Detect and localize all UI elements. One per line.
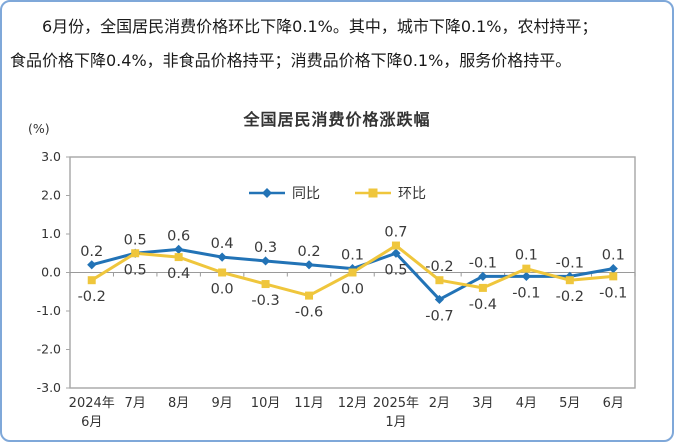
y-tick-label: 2.0 bbox=[41, 188, 61, 203]
data-point-square bbox=[131, 249, 140, 258]
legend-item-mom: 环比 bbox=[354, 183, 426, 203]
data-label: 0.5 bbox=[124, 262, 147, 278]
data-point-square bbox=[218, 268, 227, 277]
data-label: 0.2 bbox=[298, 244, 321, 260]
intro-paragraph: 6月份，全国居民消费价格环比下降0.1%。其中，城市下降0.1%，农村持平； 食… bbox=[10, 10, 664, 78]
data-label: 0.7 bbox=[384, 225, 407, 241]
data-point-diamond bbox=[521, 271, 531, 281]
data-label: 0.0 bbox=[341, 282, 364, 298]
data-point-square bbox=[609, 272, 618, 281]
data-label: -0.1 bbox=[469, 255, 497, 271]
y-tick-label: -2.0 bbox=[37, 342, 61, 357]
x-tick-label: 2月 bbox=[429, 396, 450, 411]
data-label: 0.3 bbox=[254, 240, 277, 256]
intro-line-2: 食品价格下降0.4%，非食品价格持平；消费品价格下降0.1%，服务价格持平。 bbox=[10, 51, 572, 70]
x-tick-label: 1月 bbox=[385, 415, 406, 430]
data-label: -0.1 bbox=[599, 285, 627, 301]
x-tick-label: 5月 bbox=[559, 396, 580, 411]
data-point-diamond bbox=[434, 294, 445, 305]
data-point-diamond bbox=[391, 248, 401, 258]
x-tick-label: 2025年 bbox=[373, 396, 419, 411]
data-point-square bbox=[435, 276, 444, 285]
data-label: -0.2 bbox=[78, 289, 106, 305]
legend-label-mom: 环比 bbox=[398, 186, 426, 202]
legend-item-yoy: 同比 bbox=[248, 183, 320, 203]
data-label: -0.2 bbox=[556, 289, 584, 305]
x-tick-label: 7月 bbox=[125, 396, 146, 411]
data-label: 0.0 bbox=[211, 282, 234, 298]
data-point-diamond bbox=[304, 260, 314, 270]
y-tick-label: 0.0 bbox=[41, 265, 61, 280]
yoy-line-marker-icon bbox=[249, 188, 285, 198]
data-label: 0.1 bbox=[602, 248, 625, 264]
x-tick-label: 3月 bbox=[472, 396, 493, 411]
y-tick-label: -1.0 bbox=[37, 303, 61, 318]
x-tick-label: 6月 bbox=[603, 396, 624, 411]
x-tick-label: 11月 bbox=[294, 396, 324, 411]
x-tick-label: 9月 bbox=[211, 396, 232, 411]
data-point-square bbox=[522, 264, 531, 273]
data-point-square bbox=[391, 241, 400, 250]
data-label: -0.6 bbox=[295, 305, 323, 321]
data-label: 0.5 bbox=[124, 232, 147, 248]
x-tick-label: 8月 bbox=[168, 396, 189, 411]
intro-line-1: 6月份，全国居民消费价格环比下降0.1%。其中，城市下降0.1%，农村持平； bbox=[42, 17, 598, 36]
data-point-diamond bbox=[260, 256, 271, 266]
data-point-square bbox=[348, 268, 357, 277]
data-label: 0.1 bbox=[341, 248, 364, 264]
data-point-diamond bbox=[174, 244, 184, 254]
chart-legend: 同比 环比 bbox=[2, 183, 672, 203]
x-tick-label: 10月 bbox=[251, 396, 281, 411]
mom-line-marker-icon bbox=[355, 188, 391, 198]
data-point-square bbox=[478, 283, 487, 292]
data-point-diamond bbox=[217, 252, 227, 262]
data-point-square bbox=[565, 276, 574, 285]
data-point-square bbox=[87, 276, 96, 285]
y-tick-label: 1.0 bbox=[41, 226, 61, 241]
data-label: 0.6 bbox=[167, 228, 190, 244]
chart-title: 全国居民消费价格涨跌幅 bbox=[243, 110, 431, 129]
data-point-square bbox=[261, 280, 270, 289]
data-point-diamond bbox=[87, 260, 97, 270]
data-label: -0.1 bbox=[556, 255, 584, 271]
data-label: 0.4 bbox=[167, 266, 190, 282]
x-tick-label: 6月 bbox=[81, 415, 102, 430]
x-tick-label: 4月 bbox=[516, 396, 537, 411]
data-point-square bbox=[305, 291, 314, 300]
y-tick-label: 3.0 bbox=[41, 149, 61, 164]
data-point-square bbox=[174, 253, 183, 262]
data-label: 0.5 bbox=[384, 262, 407, 278]
legend-label-yoy: 同比 bbox=[292, 186, 320, 202]
x-tick-label: 12月 bbox=[338, 396, 368, 411]
data-label: -0.7 bbox=[425, 308, 453, 324]
data-point-diamond bbox=[608, 264, 618, 274]
y-tick-label: -3.0 bbox=[37, 380, 61, 395]
data-label: 0.1 bbox=[515, 248, 538, 264]
data-label: -0.1 bbox=[512, 285, 540, 301]
data-point-diamond bbox=[478, 271, 488, 281]
x-tick-label: 2024年 bbox=[69, 396, 115, 411]
data-label: 0.4 bbox=[211, 236, 234, 252]
data-label: 0.2 bbox=[80, 244, 103, 260]
cpi-line-chart: 3.0 2.0 1.0 0.0 -1.0 -2.0 -3.0 2024年 6月 7月 8月 9月 10月… bbox=[37, 149, 636, 430]
y-axis-unit-label: (%) bbox=[28, 121, 50, 136]
data-label: -0.3 bbox=[251, 293, 279, 309]
data-label: -0.4 bbox=[469, 297, 497, 313]
data-label: -0.2 bbox=[425, 259, 453, 275]
